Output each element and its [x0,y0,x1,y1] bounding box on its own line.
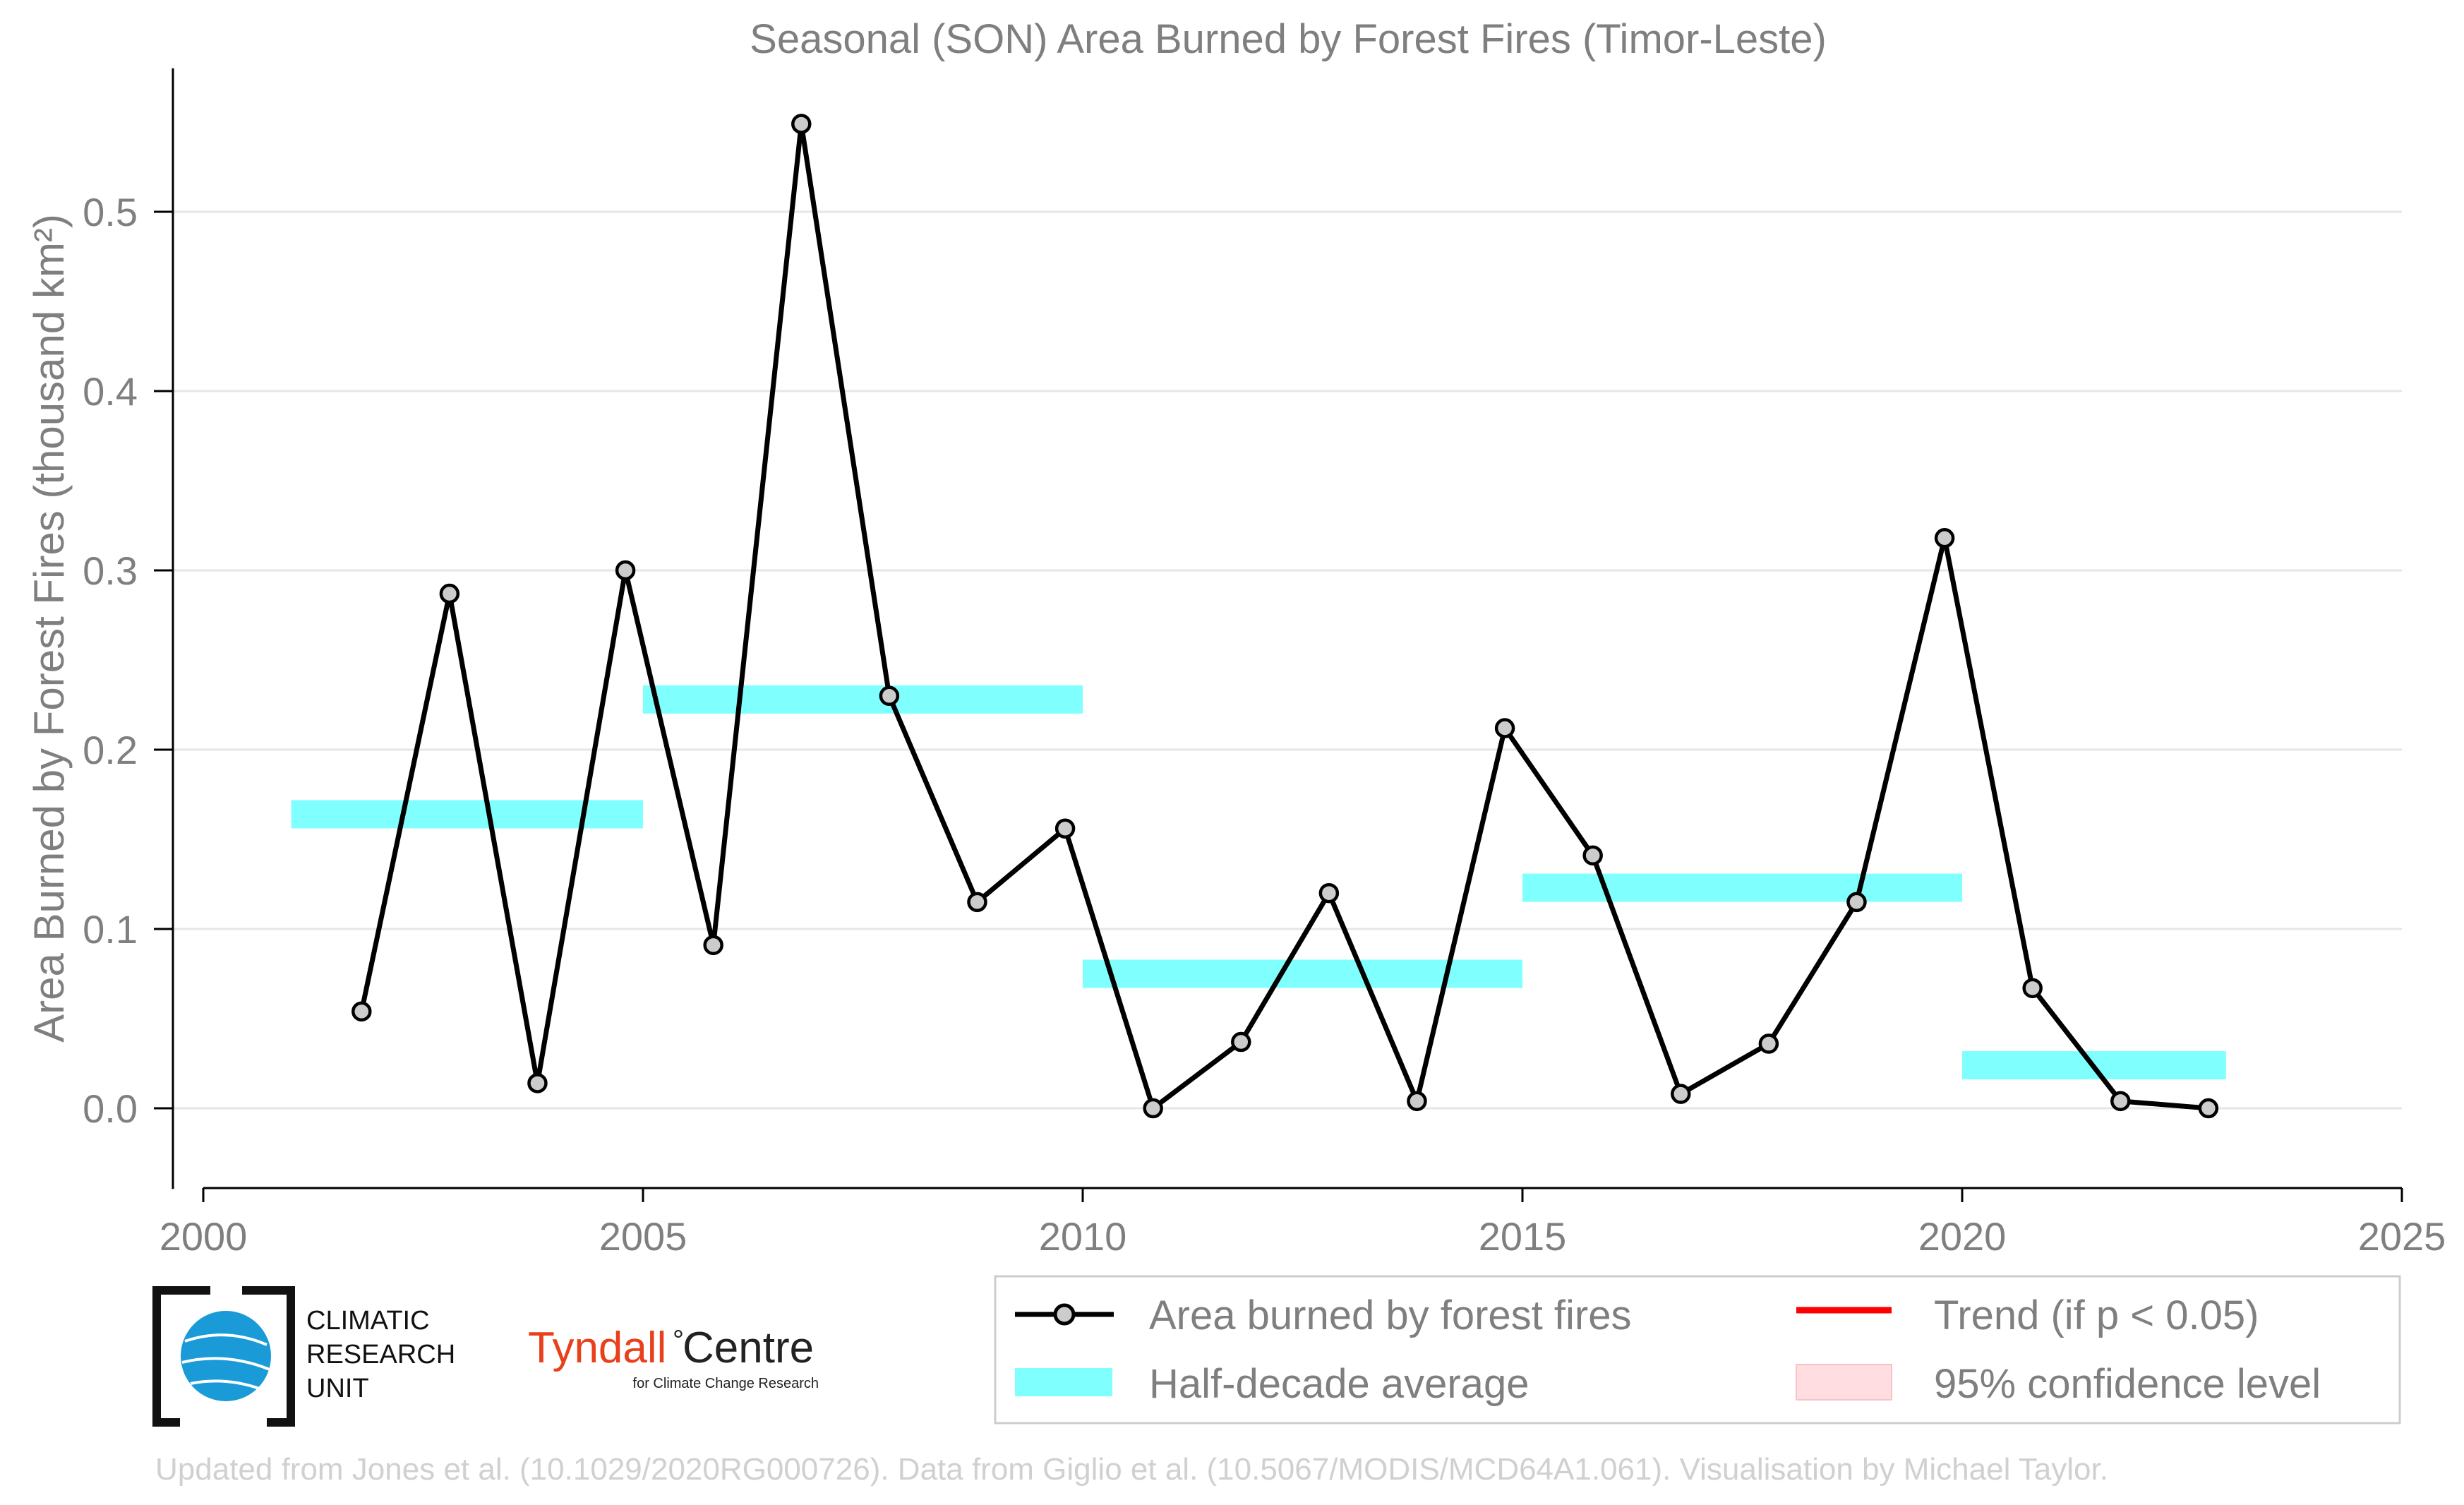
data-point [1318,882,1340,904]
data-point [2198,1098,2219,1119]
x-axis: 2000 2005 2010 2015 2020 2025 [160,1187,2446,1259]
data-point [1671,1084,1691,1104]
half-decade-average-band [1083,959,1522,988]
data-point [791,114,812,134]
data-point [967,892,987,913]
y-tick-label: 0.4 [83,369,138,414]
legend-half-decade-band-icon [1015,1368,1112,1396]
x-tick-label: 2015 [1479,1214,1567,1259]
data-point [439,583,460,604]
x-tick-label: 2010 [1039,1214,1127,1259]
chart-title: Seasonal (SON) Area Burned by Forest Fir… [750,16,1827,62]
data-point [1054,818,1076,839]
y-tick-label: 0.5 [83,190,138,234]
half-decade-average-band [1522,873,1962,902]
cru-logo: CLIMATIC RESEARCH UNIT [152,1286,455,1427]
legend-marker-icon [1053,1303,1076,1326]
tyndall-logo-name: Tyndall [528,1324,666,1372]
data-point [615,560,636,581]
grid-lines [173,210,2402,1110]
legend-label-half-decade: Half-decade average [1149,1361,1529,1407]
data-point [2022,978,2043,999]
half-decade-average-band [643,685,1083,714]
data-point [2110,1091,2131,1112]
y-tick-label: 0.1 [83,907,138,952]
x-tick-label: 2000 [160,1214,248,1259]
tyndall-logo-subtitle: for Climate Change Research [633,1376,819,1391]
x-tick-label: 2025 [2358,1214,2446,1259]
globe-icon [181,1311,271,1401]
data-point [1758,1033,1779,1054]
legend-confidence-patch-icon [1796,1364,1892,1401]
legend-label-trend: Trend (if p < 0.05) [1934,1293,2259,1338]
legend-label-area-burned: Area burned by forest fires [1149,1293,1631,1338]
cru-logo-line-1: CLIMATIC [306,1306,430,1336]
legend-label-confidence: 95% confidence level [1934,1361,2321,1407]
y-axis-label: Area Burned by Forest Fires (thousand km… [25,214,73,1043]
credit-line: Updated from Jones et al. (10.1029/2020R… [155,1452,2108,1487]
y-tick-label: 0.0 [83,1086,138,1131]
data-point [1846,892,1867,913]
data-point [1231,1031,1251,1053]
x-tick-label: 2005 [599,1214,687,1259]
data-point [1143,1098,1163,1119]
x-tick-label: 2020 [1918,1214,2007,1259]
legend-box [994,1275,2401,1425]
y-axis: 0.0 0.1 0.2 0.3 0.4 0.5 [83,68,174,1189]
data-point [703,935,723,956]
tyndall-logo: Tyndall ° Centre for Climate Change Rese… [528,1324,819,1391]
series-line [359,121,2209,1111]
y-tick-label: 0.3 [83,548,138,593]
y-tick-label: 0.2 [83,728,138,772]
half-decade-average-bands [291,685,2226,1080]
legend: Area burned by forest fires Trend (if p … [994,1275,2401,1425]
data-point [1407,1091,1427,1112]
data-point [879,685,900,707]
data-point [527,1073,548,1093]
half-decade-average-band [291,800,643,829]
tyndall-logo-centre: Centre [683,1324,814,1372]
data-point [1582,845,1603,866]
data-point [351,1001,372,1022]
tyndall-logo-degree: ° [673,1325,684,1356]
series-area-burned [351,114,2219,1119]
data-point [1934,528,1955,548]
cru-logo-line-3: UNIT [306,1374,369,1403]
cru-logo-line-2: RESEARCH [306,1340,455,1369]
data-point [1494,718,1515,738]
